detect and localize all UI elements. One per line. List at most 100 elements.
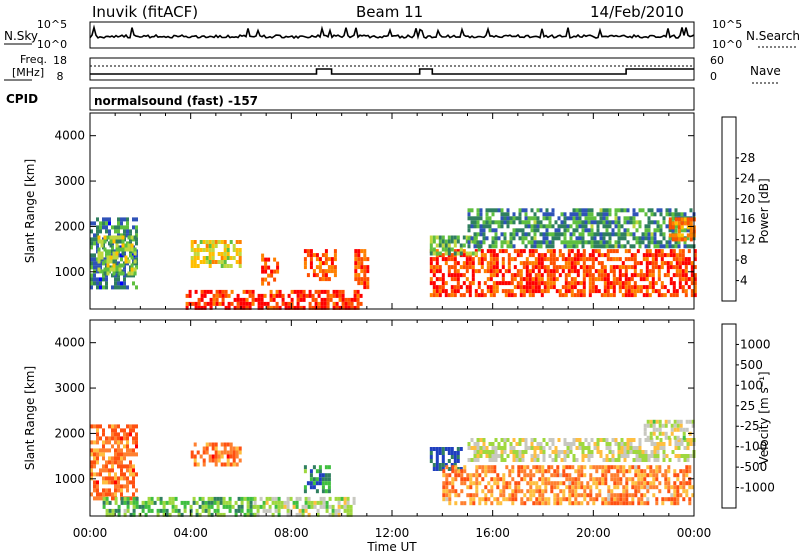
power-cell (579, 257, 583, 262)
power-ylabel: Slant Range [km] (23, 159, 37, 263)
velocity-cell (309, 485, 313, 490)
velocity-cell (126, 484, 129, 489)
power-cell (683, 221, 687, 226)
velocity-cell (126, 440, 129, 445)
power-cell (611, 220, 615, 225)
power-cell (435, 265, 439, 270)
velocity-cell (120, 484, 123, 489)
power-cell (211, 244, 215, 248)
power-cell (680, 225, 684, 230)
power-cell (111, 285, 114, 290)
power-cell (90, 277, 93, 282)
velocity-cell (596, 450, 600, 454)
power-cell (681, 285, 685, 290)
power-cell (471, 261, 475, 266)
velocity-cell (604, 497, 608, 502)
power-cell (563, 220, 567, 225)
velocity-cell (622, 485, 626, 490)
power-cell (675, 273, 679, 278)
power-cell (515, 232, 519, 237)
velocity-cell (521, 438, 525, 442)
power-cell (209, 305, 213, 310)
velocity-cell (307, 512, 311, 517)
velocity-colorbar-label: -500 (740, 460, 767, 474)
power-cell (500, 244, 504, 249)
power-cell (525, 265, 529, 270)
power-cell (609, 293, 613, 298)
velocity-cell (234, 508, 238, 513)
velocity-cell (644, 450, 648, 454)
velocity-cell (515, 454, 519, 458)
velocity-cell (189, 504, 193, 509)
power-cell (531, 277, 535, 282)
power-cell (229, 264, 233, 268)
velocity-cell (493, 477, 497, 482)
velocity-cell (138, 504, 142, 509)
power-cell (200, 305, 204, 310)
power-cell (662, 232, 666, 237)
power-cell (226, 252, 230, 256)
velocity-cell (322, 500, 326, 505)
velocity-cell (598, 493, 602, 498)
power-cell (281, 301, 285, 306)
power-cell (596, 228, 600, 233)
power-cell (129, 253, 132, 258)
power-cell (648, 293, 652, 298)
velocity-cell (454, 477, 458, 482)
power-cell (626, 228, 630, 233)
power-cell (552, 285, 556, 290)
power-cell (614, 220, 618, 225)
velocity-cell (676, 435, 680, 440)
velocity-cell (249, 504, 253, 509)
power-cell (121, 239, 125, 244)
velocity-cell (186, 500, 190, 505)
power-cell (317, 289, 321, 294)
power-cell (96, 229, 99, 234)
velocity-cell (340, 496, 344, 501)
velocity-cell (638, 446, 642, 450)
cpid-panel: CPID normalsound (fast) -157 (6, 87, 695, 111)
velocity-cell (324, 477, 328, 482)
velocity-cell (664, 423, 668, 428)
power-cell (315, 265, 319, 270)
power-cell (266, 301, 270, 306)
power-cell (311, 305, 315, 310)
power-cell (548, 232, 552, 237)
power-cell (218, 289, 222, 294)
power-cell (684, 261, 688, 266)
power-cell (573, 293, 577, 298)
power-cell (507, 253, 511, 258)
power-cell (551, 236, 555, 241)
velocity-cell (234, 512, 238, 517)
velocity-cell (679, 469, 683, 474)
velocity-cell (673, 469, 677, 474)
power-cell (569, 224, 573, 229)
power-cell (513, 285, 517, 290)
power-cell (347, 297, 351, 302)
power-cell (251, 289, 255, 294)
velocity-cell (204, 504, 208, 509)
power-cell (668, 233, 672, 238)
velocity-cell (574, 477, 578, 482)
velocity-cell (325, 504, 329, 509)
power-cell (674, 244, 678, 249)
power-cell (677, 244, 681, 249)
power-cell (261, 257, 265, 262)
power-cell (447, 269, 451, 274)
velocity-cell (602, 458, 606, 462)
velocity-cell (111, 496, 114, 501)
power-cell (117, 281, 120, 286)
velocity-cell (611, 458, 615, 462)
power-cell (540, 281, 544, 286)
power-cell (459, 285, 463, 290)
velocity-cell (102, 452, 105, 457)
power-cell (203, 289, 207, 294)
power-cell (635, 212, 639, 217)
velocity-cell (520, 465, 524, 470)
velocity-cell (580, 501, 584, 506)
velocity-cell (649, 423, 653, 428)
power-colorbar-frame (721, 116, 737, 302)
power-cell (584, 240, 588, 245)
power-cell (447, 293, 451, 298)
power-cell (669, 281, 673, 286)
